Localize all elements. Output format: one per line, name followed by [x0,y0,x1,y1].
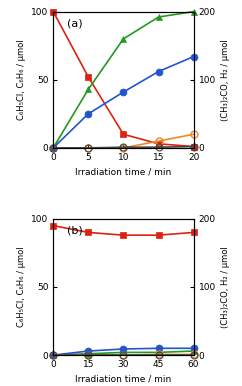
X-axis label: Irradiation time / min: Irradiation time / min [75,167,172,176]
Y-axis label: C₆H₅Cl, C₆H₆ / μmol: C₆H₅Cl, C₆H₆ / μmol [16,247,26,327]
Y-axis label: (CH₃)₂CO, H₂ / μmol: (CH₃)₂CO, H₂ / μmol [221,246,230,328]
Y-axis label: (CH₃)₂CO, H₂ / μmol: (CH₃)₂CO, H₂ / μmol [221,39,230,120]
X-axis label: Irradiation time / min: Irradiation time / min [75,374,172,384]
Y-axis label: C₆H₅Cl, C₆H₆ / μmol: C₆H₅Cl, C₆H₆ / μmol [16,39,26,120]
Text: (b): (b) [67,225,83,235]
Text: (a): (a) [67,19,83,29]
